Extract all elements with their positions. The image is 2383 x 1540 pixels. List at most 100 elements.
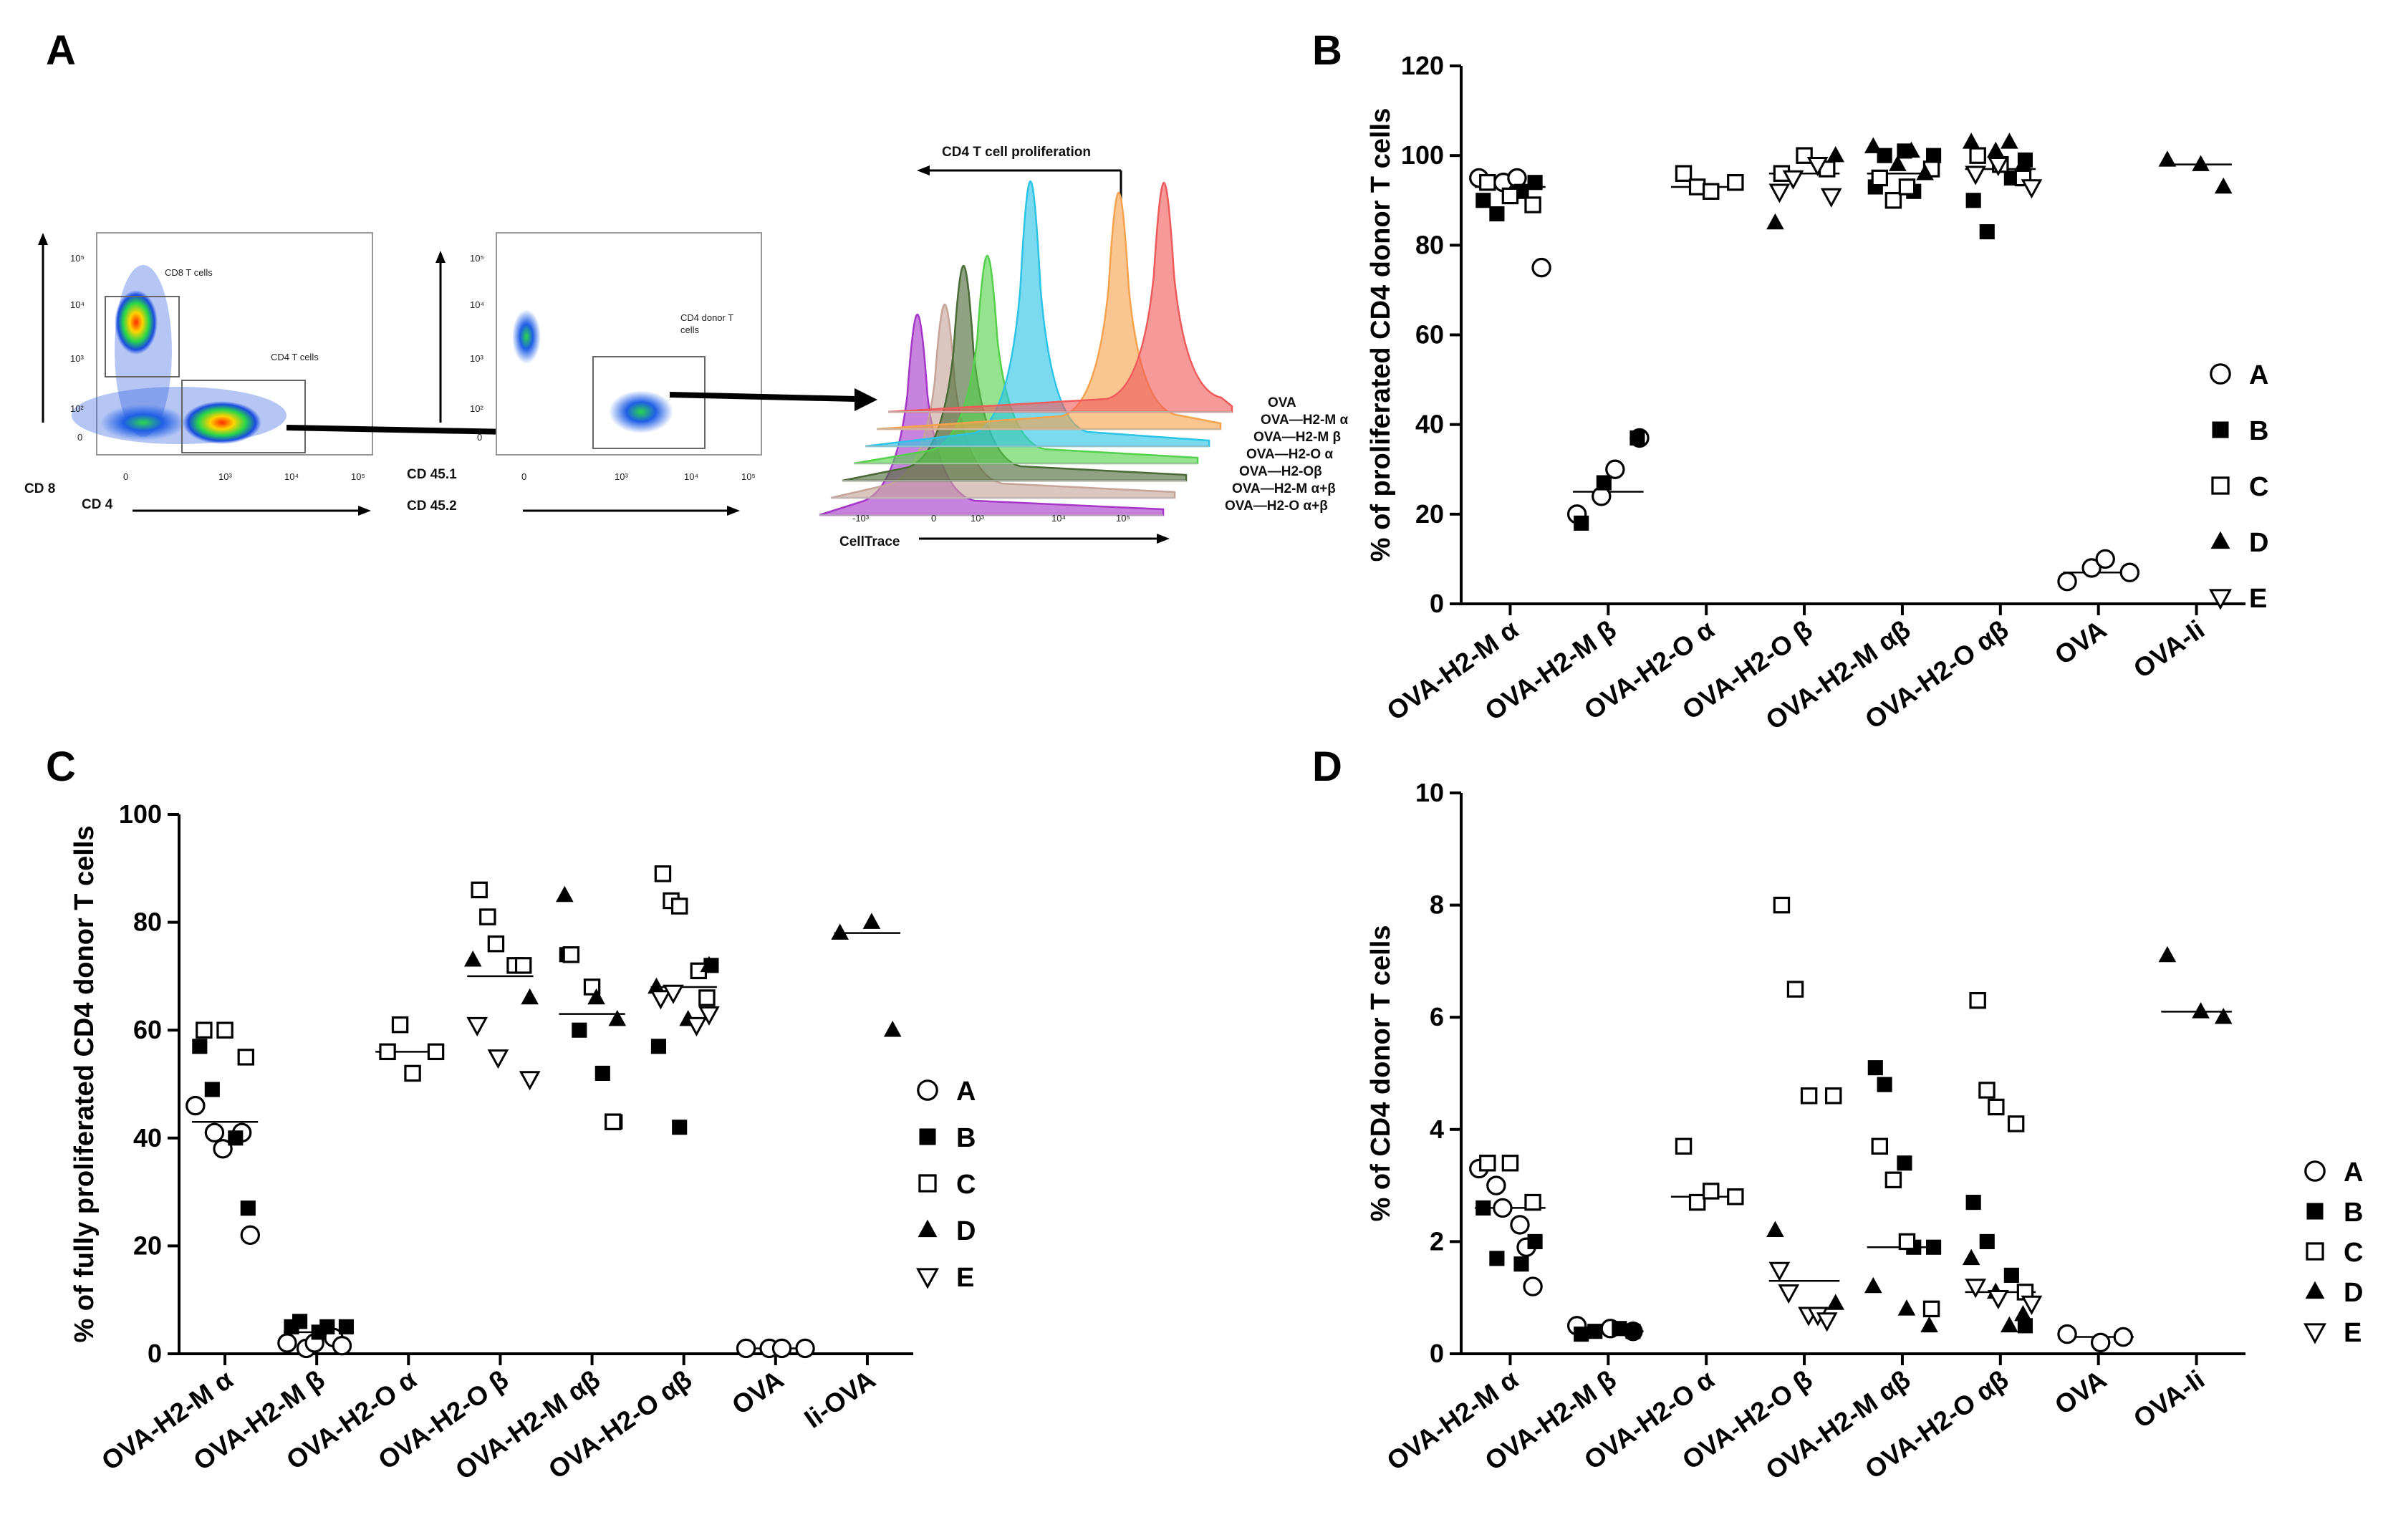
data-point-a [2057, 572, 2077, 592]
panel-letter-b: B [1312, 27, 1342, 74]
data-point-b [2003, 1267, 2019, 1283]
legend-marker-d [918, 1219, 938, 1238]
y-axis-title: % of proliferated CD4 donor T cells [1366, 108, 1396, 562]
data-point-d [1920, 1316, 1938, 1333]
legend-label-a: A [956, 1077, 976, 1107]
data-point-d [2192, 1002, 2210, 1019]
data-point-a [2095, 549, 2115, 569]
data-point-c [1703, 183, 1720, 200]
data-point-e [1768, 1261, 1791, 1281]
legend-marker-e [2209, 589, 2232, 610]
gate-cd4-donor [592, 356, 706, 449]
data-point-d [1916, 164, 1934, 181]
data-point-b [1625, 1324, 1641, 1339]
flow-arrow-2-head [854, 388, 877, 411]
y-tick-label: 0 [1430, 1339, 1444, 1368]
data-point-e [519, 1071, 541, 1091]
y-tick-label: 80 [133, 908, 162, 937]
data-point-c [1884, 192, 1902, 209]
data-point-b [1612, 1321, 1627, 1337]
legend-marker-a [2304, 1160, 2326, 1182]
data-point-c [379, 1043, 396, 1061]
data-point-a [795, 1338, 815, 1359]
xtick: 10⁵ [351, 471, 365, 482]
y-tick-label: 80 [1415, 230, 1444, 259]
panel-a-flow-cytometry: CD8 T cells CD4 T cells 10⁵ 10⁴ 10³ 10² … [24, 145, 1348, 549]
y-tick-label: 60 [133, 1015, 162, 1044]
data-point-a [240, 1225, 260, 1246]
data-point-c [391, 1016, 409, 1034]
x-tick-label: OVA [726, 1365, 789, 1420]
data-point-b [228, 1130, 244, 1146]
x-tick-label: Ii-OVA [799, 1365, 881, 1434]
data-point-c [1703, 1183, 1720, 1200]
data-point-d [1826, 1294, 1845, 1310]
data-point-d [1826, 145, 1845, 163]
data-point-e [1965, 1279, 1987, 1299]
data-point-c [1871, 169, 1889, 187]
data-point-a [332, 1336, 352, 1356]
legend-marker-c [2211, 476, 2230, 495]
data-point-e [1816, 1312, 1838, 1332]
data-point-a [1510, 1215, 1530, 1235]
flow-density-hotspot [183, 401, 261, 444]
ytick: 10² [470, 403, 483, 414]
histogram-legend-item: OVA—H2-O α [1246, 447, 1333, 462]
data-point-b [1979, 1233, 1995, 1249]
data-point-d [883, 1021, 902, 1037]
data-point-d [1889, 155, 1907, 171]
data-point-a [2081, 558, 2102, 578]
data-point-c [237, 1049, 255, 1066]
data-point-e [1778, 1284, 1800, 1304]
data-point-c [562, 946, 580, 963]
data-point-a [1531, 257, 1551, 278]
flow-plot1-xlabel: CD 4 [82, 497, 113, 512]
data-point-c [404, 1064, 421, 1082]
data-point-a [1605, 459, 1625, 479]
flow-plot-cd45: CD4 donor T cells 10⁵ 10⁴ 10³ 10² 0 0 10… [407, 232, 762, 516]
data-point-c [1824, 1087, 1842, 1105]
data-point-b [1475, 1200, 1491, 1216]
xtick: 0 [123, 471, 128, 482]
data-point-c [1479, 1155, 1496, 1172]
data-point-b [319, 1319, 335, 1334]
data-point-e [663, 984, 684, 1004]
data-point-c [1688, 1193, 1706, 1211]
data-point-e [698, 1006, 720, 1026]
legend-marker-d [2210, 531, 2230, 549]
histogram-curve [865, 180, 1210, 448]
data-point-b [1979, 223, 1995, 240]
data-point-c [1800, 1087, 1818, 1105]
flow-arrow-2 [669, 392, 857, 402]
data-point-e [466, 1016, 488, 1036]
data-point-d [2158, 150, 2177, 167]
gate-cd8 [105, 296, 180, 377]
data-point-a [1523, 1276, 1543, 1296]
data-point-d [862, 913, 881, 929]
y-tick-label: 8 [1430, 890, 1444, 920]
data-point-c [1727, 1188, 1744, 1205]
gate-donor-label: CD4 donor T [680, 312, 733, 323]
data-point-d [1766, 1221, 1784, 1237]
data-point-d [521, 988, 539, 1005]
data-point-c [1969, 991, 1986, 1009]
data-point-b [650, 1039, 667, 1054]
data-point-d [1962, 1248, 1980, 1266]
data-point-c [1524, 1193, 1541, 1211]
data-point-b [338, 1319, 354, 1334]
legend-label-d: D [2344, 1278, 2363, 1308]
data-point-b [1513, 1256, 1529, 1272]
histogram-curves [819, 180, 1233, 516]
histogram-legend-item: OVA—H2-Oβ [1239, 464, 1322, 479]
data-point-c [1978, 1082, 1996, 1099]
xtick: 10⁵ [741, 471, 756, 482]
data-point-b [1867, 1060, 1883, 1076]
x-tick-label: OVA-Ii [2128, 615, 2210, 684]
flow-density-hotspot [115, 290, 158, 355]
flow-plot2-xlabel: CD 45.2 [407, 499, 457, 514]
y-tick-label: 4 [1430, 1115, 1444, 1144]
data-point-b [1926, 1239, 1942, 1255]
data-point-c [1898, 1233, 1916, 1251]
